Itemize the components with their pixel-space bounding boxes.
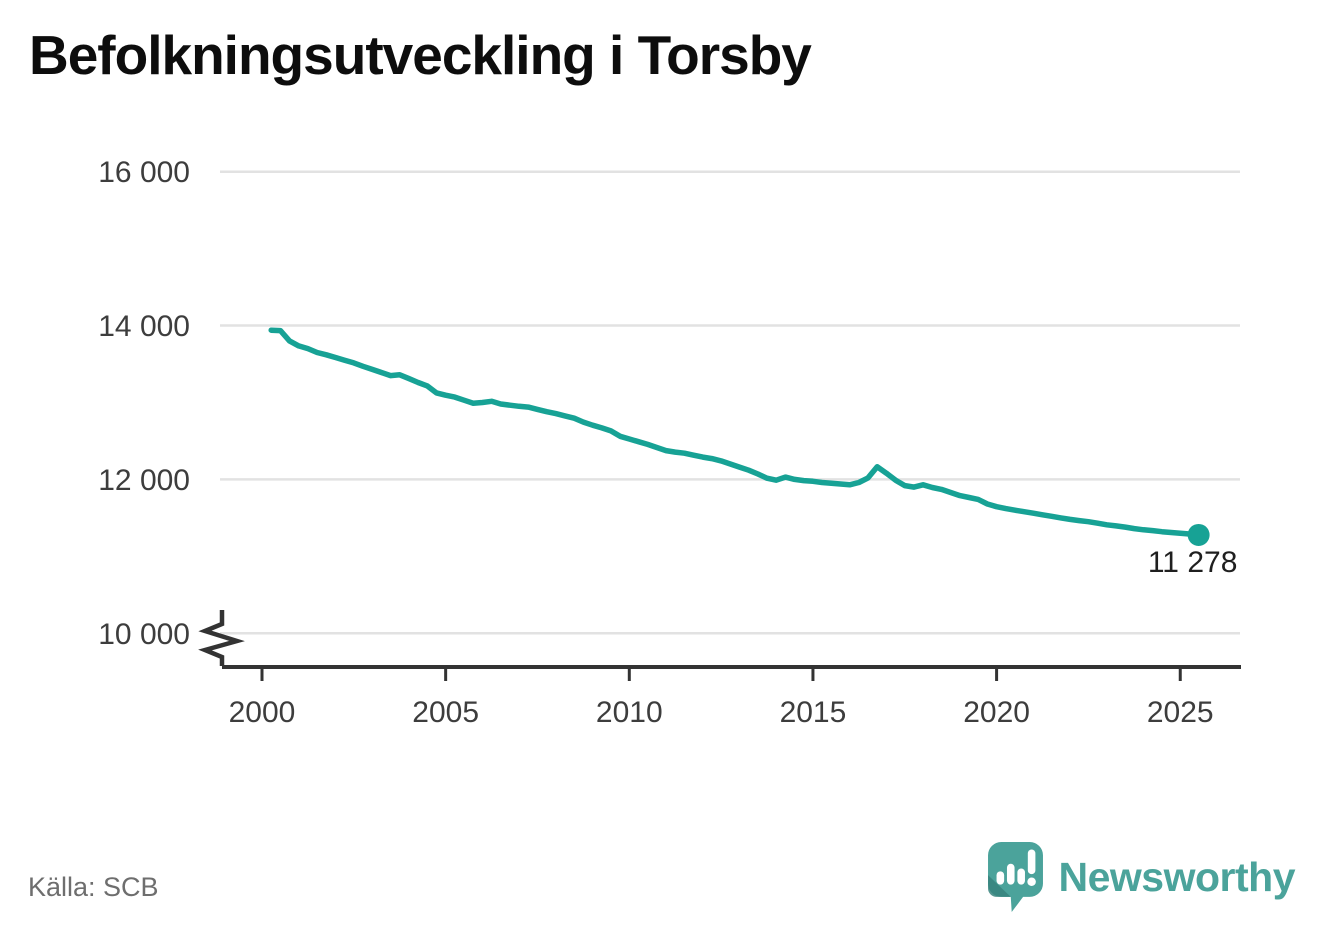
source-note: Källa: SCB: [28, 872, 159, 902]
x-tick-label-2015: 2015: [780, 696, 847, 729]
bar-chart-bar-mid: [1016, 868, 1025, 885]
end-point-dot: [1187, 523, 1210, 546]
y-tick-label-16000: 16 000: [98, 156, 190, 189]
bar-chart-bar-short: [996, 871, 1004, 885]
exclamation-dot: [1026, 877, 1036, 886]
x-tick-label-2005: 2005: [412, 696, 479, 729]
brand-wordmark: Newsworthy: [1058, 853, 1296, 900]
population-line: [268, 327, 1202, 538]
y-tick-label-10000: 10 000: [98, 618, 190, 651]
branding: Newsworthy: [987, 841, 1296, 913]
bar-chart-bar-tall: [1006, 863, 1015, 885]
x-tick-label-2025: 2025: [1147, 696, 1214, 729]
x-tick-label-2000: 2000: [229, 696, 296, 729]
end-point-label: 11 278: [1148, 546, 1238, 579]
axis-break-icon: [198, 610, 245, 666]
newsworthy-logo-icon: [987, 841, 1043, 913]
y-tick-label-14000: 14 000: [98, 310, 190, 343]
exclamation-bar: [1027, 849, 1035, 875]
x-tick-label-2010: 2010: [596, 696, 663, 729]
x-tick-label-2020: 2020: [963, 696, 1030, 729]
chart-title: Befolkningsutveckling i Torsby: [29, 24, 812, 86]
y-tick-label-12000: 12 000: [98, 464, 190, 497]
